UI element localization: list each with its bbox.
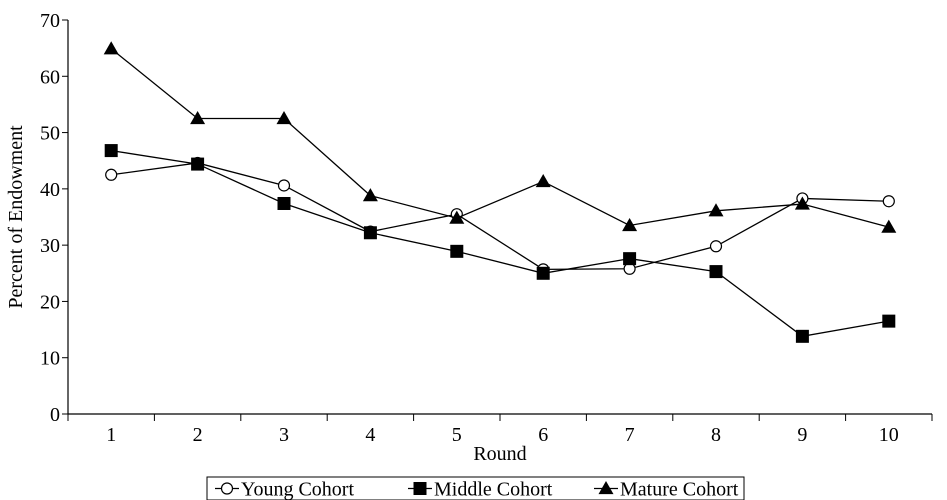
data-point	[623, 252, 637, 266]
legend: Young Cohort Middle Cohort Mature Cohort	[206, 476, 745, 500]
series-young-cohort	[105, 156, 895, 276]
legend-label: Mature Cohort	[620, 479, 739, 500]
data-point	[882, 314, 896, 328]
data-point	[103, 41, 119, 55]
x-tick-label: 2	[193, 424, 203, 446]
y-tick-label: 20	[40, 291, 60, 313]
data-point	[105, 168, 118, 181]
data-point	[709, 240, 723, 253]
x-tick-label: 1	[106, 424, 116, 446]
y-tick-label: 0	[50, 404, 60, 426]
y-axis-ticks: 0 10 20 30 40 50 60 70	[40, 10, 68, 426]
legend-item-young-cohort: Young Cohort	[215, 479, 354, 500]
y-tick-label: 70	[40, 10, 60, 32]
series-group	[103, 41, 897, 343]
data-point	[881, 219, 897, 233]
series-middle-cohort	[104, 144, 896, 343]
y-tick-label: 10	[40, 348, 60, 370]
series-line-middle-cohort	[111, 149, 889, 338]
legend-marker	[413, 482, 427, 495]
x-tick-label: 9	[797, 424, 807, 446]
x-tick-label: 8	[711, 424, 721, 446]
data-point	[536, 266, 550, 280]
y-tick-label: 30	[40, 235, 60, 257]
x-axis-title: Round	[473, 443, 526, 465]
data-point	[708, 203, 724, 217]
data-point	[277, 196, 291, 210]
data-point	[363, 226, 377, 240]
x-tick-label: 4	[365, 424, 375, 446]
data-point	[362, 188, 378, 202]
x-tick-label: 10	[879, 424, 899, 446]
legend-marker	[598, 481, 614, 495]
data-point	[622, 217, 638, 232]
x-axis-ticks: 1 2 3 4 5 6 7 8 9 10	[67, 414, 933, 446]
data-point	[190, 111, 206, 125]
y-axis-title: Percent of Endowment	[5, 125, 27, 309]
x-tick-label: 6	[538, 424, 548, 446]
data-point	[794, 196, 810, 210]
series-line-young-cohort	[111, 162, 889, 270]
data-point	[277, 179, 291, 192]
data-point	[450, 244, 464, 258]
data-point	[191, 157, 205, 171]
legend-item-middle-cohort: Middle Cohort	[408, 479, 553, 500]
x-tick-label: 3	[279, 424, 289, 446]
data-point	[449, 210, 465, 224]
data-point	[709, 265, 723, 279]
legend-box	[206, 476, 745, 500]
legend-label: Young Cohort	[241, 479, 354, 500]
x-tick-label: 5	[452, 424, 462, 446]
data-point	[104, 144, 118, 158]
series-line-mature-cohort	[110, 48, 889, 228]
y-tick-label: 60	[40, 66, 60, 88]
legend-label: Middle Cohort	[434, 479, 553, 500]
y-tick-label: 50	[40, 123, 60, 145]
legend-item-mature-cohort: Mature Cohort	[594, 479, 739, 500]
y-tick-label: 40	[40, 179, 60, 201]
data-point	[882, 195, 895, 208]
x-tick-label: 7	[625, 424, 635, 446]
data-point	[276, 111, 292, 125]
data-point	[795, 329, 809, 343]
legend-marker	[220, 482, 234, 495]
data-point	[535, 174, 551, 188]
series-mature-cohort	[103, 41, 897, 233]
